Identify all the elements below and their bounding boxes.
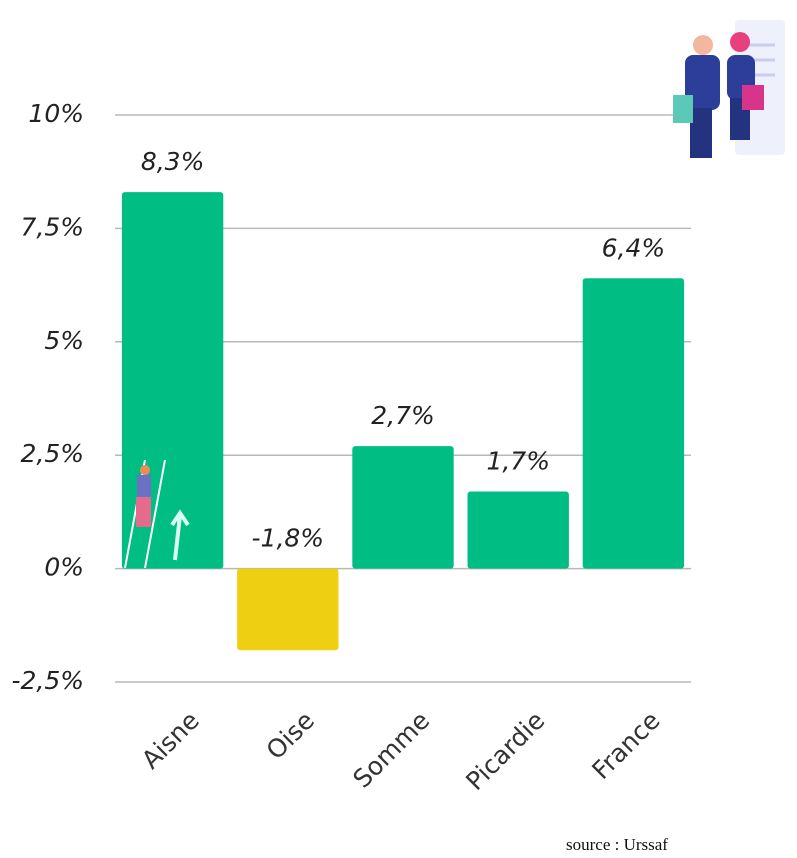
y-tick-label: 7,5% bbox=[20, 212, 84, 241]
x-tick-label: Somme bbox=[347, 706, 435, 794]
y-tick-label: 10% bbox=[28, 99, 84, 128]
bar bbox=[237, 569, 338, 651]
labels: -2,5% 0% 2,5% 5% 7,5% 10% 8,3% Aisne -1,8% Oise 2,… bbox=[11, 99, 665, 796]
y-tick-label: 0% bbox=[44, 553, 84, 582]
value-label: -1,8% bbox=[252, 524, 325, 553]
x-tick-label: Oise bbox=[261, 706, 320, 765]
x-tick-label: Aisne bbox=[136, 706, 205, 775]
bar bbox=[468, 491, 569, 568]
illustration-people bbox=[673, 20, 785, 158]
y-tick-label: 2,5% bbox=[20, 439, 84, 468]
value-label: 8,3% bbox=[141, 147, 205, 176]
bar bbox=[583, 278, 684, 568]
value-label: 1,7% bbox=[486, 446, 550, 475]
x-tick-label: France bbox=[586, 706, 665, 785]
value-label: 2,7% bbox=[371, 401, 435, 430]
chart: -2,5% 0% 2,5% 5% 7,5% 10% 8,3% Aisne -1,8% Oise 2,… bbox=[0, 0, 797, 858]
y-tick-label: 5% bbox=[44, 326, 84, 355]
source: source : Urssaf bbox=[566, 835, 668, 854]
bar bbox=[352, 446, 453, 568]
x-tick-label: Picardie bbox=[460, 706, 550, 796]
y-tick-label: -2,5% bbox=[11, 666, 84, 695]
value-label: 6,4% bbox=[602, 233, 666, 262]
